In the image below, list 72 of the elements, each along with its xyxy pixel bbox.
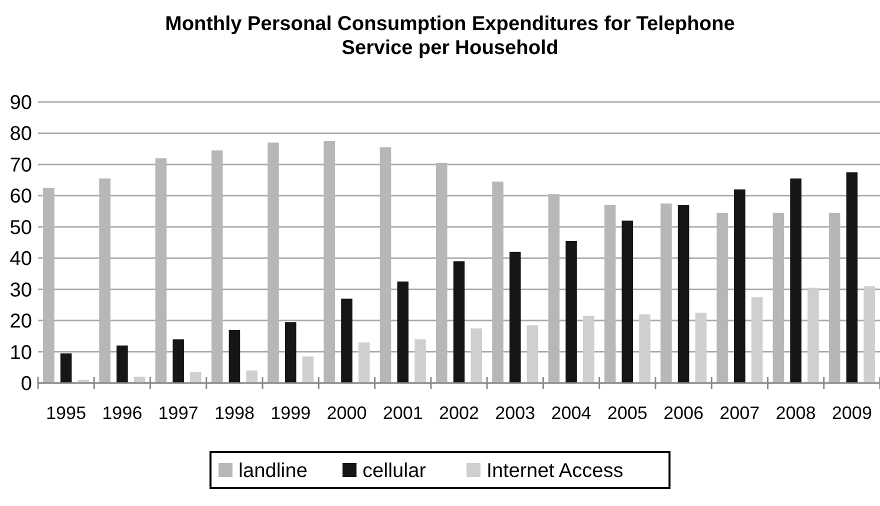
bar [246, 370, 258, 383]
legend-label: landline [238, 460, 308, 482]
bar [492, 182, 504, 383]
bar [284, 322, 296, 383]
bar [358, 342, 370, 383]
bar [99, 178, 110, 383]
y-tick-label: 30 [10, 279, 32, 302]
y-tick-label: 50 [10, 216, 32, 239]
x-tick-label: 2002 [438, 403, 480, 423]
bar [604, 205, 616, 383]
x-tick-label: 2004 [551, 403, 592, 423]
bar [380, 147, 392, 383]
bar [864, 286, 875, 383]
bar [566, 240, 577, 383]
bar [660, 203, 672, 383]
y-tick-label: 40 [10, 248, 32, 270]
bar [211, 150, 223, 383]
bar [155, 158, 167, 383]
bar [790, 178, 802, 383]
bar [302, 356, 314, 383]
y-tick-label: 70 [10, 154, 32, 176]
bar [509, 252, 521, 383]
bar [453, 261, 465, 383]
bar [772, 212, 784, 383]
bar [190, 372, 202, 383]
bar [622, 220, 634, 383]
x-tick-label: 2007 [720, 403, 760, 423]
x-tick-label: 1997 [158, 403, 198, 423]
bar [716, 212, 728, 383]
y-tick-label: 20 [10, 310, 32, 333]
bar [808, 288, 819, 383]
legend-label: cellular [362, 460, 426, 482]
x-tick-label: 2006 [664, 403, 704, 423]
bar [414, 339, 426, 383]
y-tick-label: 10 [10, 342, 32, 364]
bar [43, 188, 54, 383]
bar [695, 312, 707, 383]
bar [268, 142, 279, 383]
bar [60, 353, 72, 383]
x-tick-label: 1998 [214, 403, 254, 423]
bar [734, 189, 746, 383]
x-tick-label: 2001 [382, 403, 423, 423]
bar [828, 212, 840, 383]
x-tick-label: 1996 [102, 403, 142, 423]
x-tick-label: 2005 [607, 403, 648, 423]
y-tick-label: 90 [10, 92, 32, 114]
bar [228, 330, 240, 383]
bar [846, 172, 858, 383]
bar [172, 339, 184, 383]
bar [639, 314, 650, 383]
bar [678, 205, 690, 383]
bar [582, 316, 594, 383]
bar [397, 282, 409, 383]
x-tick-label: 2008 [776, 403, 816, 423]
bar [751, 297, 763, 383]
legend-label: Internet Access [486, 460, 624, 482]
x-tick-label: 2000 [326, 403, 367, 423]
x-tick-label: 2009 [832, 403, 872, 423]
bar [116, 346, 128, 383]
x-tick-label: 1999 [270, 403, 311, 423]
bar [526, 325, 538, 383]
bar [548, 194, 560, 383]
bar [470, 328, 482, 383]
y-tick-label: 80 [10, 123, 32, 146]
bar [341, 298, 352, 383]
x-tick-label: 2003 [495, 403, 536, 423]
y-tick-label: 0 [20, 373, 32, 395]
bar [324, 141, 336, 383]
bar [436, 162, 448, 383]
chart-title: Monthly Personal Consumption Expenditures for Telephone Service per Household [165, 13, 735, 59]
x-tick-label: 1995 [46, 403, 86, 423]
y-tick-label: 60 [10, 186, 32, 208]
